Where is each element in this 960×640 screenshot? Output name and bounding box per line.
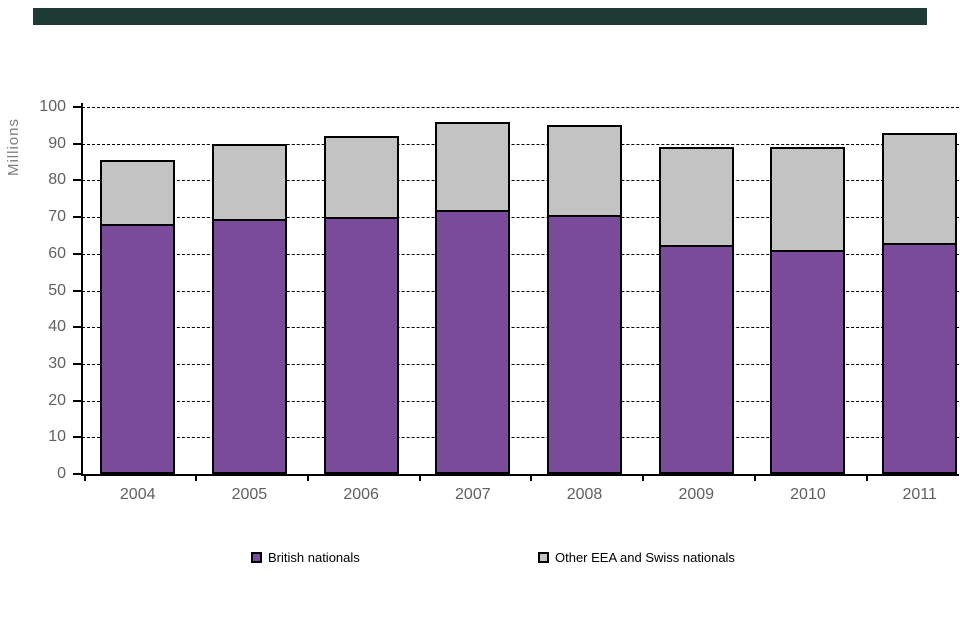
y-tick-label-30: 30 xyxy=(48,354,66,372)
legend-label-other-eea-swiss-nationals: Other EEA and Swiss nationals xyxy=(555,549,735,565)
y-tick-label-70: 70 xyxy=(48,208,66,226)
x-tick-0 xyxy=(83,474,86,481)
y-tick-label-100: 100 xyxy=(39,98,66,115)
gridline-50 xyxy=(82,290,959,292)
legend-swatch-other-eea-swiss-nationals-icon xyxy=(538,551,549,563)
y-tick-60 xyxy=(73,252,81,255)
y-axis-line xyxy=(81,103,83,476)
bar-2008-other-eea-swiss-nationals xyxy=(547,125,623,216)
gridline-80 xyxy=(82,180,959,182)
x-tick-label-2004: 2004 xyxy=(119,486,156,503)
bar-2007-british-nationals xyxy=(435,209,511,474)
bar-2004-other-eea-swiss-nationals xyxy=(100,160,176,225)
gridline-10 xyxy=(82,437,959,439)
y-tick-label-0: 0 xyxy=(57,465,66,482)
x-tick-1 xyxy=(195,474,198,481)
bar-2010-british-nationals xyxy=(770,250,846,474)
x-tick-4 xyxy=(530,474,533,481)
header-band xyxy=(33,8,927,25)
y-tick-20 xyxy=(73,399,81,402)
y-tick-90 xyxy=(73,142,81,145)
y-axis-title: Millions xyxy=(5,118,22,177)
x-tick-label-2006: 2006 xyxy=(343,486,379,503)
gridline-20 xyxy=(82,400,959,402)
x-tick-label-2008: 2008 xyxy=(566,486,603,503)
x-tick-label-2011: 2011 xyxy=(902,486,937,503)
gridline-70 xyxy=(82,217,959,219)
bar-2011-other-eea-swiss-nationals xyxy=(882,132,958,243)
bar-2009-other-eea-swiss-nationals xyxy=(658,147,734,245)
bar-2006-other-eea-swiss-nationals xyxy=(323,136,399,218)
x-axis-line xyxy=(81,474,959,476)
y-tick-0 xyxy=(73,473,81,475)
y-tick-label-50: 50 xyxy=(48,281,66,299)
y-tick-40 xyxy=(73,326,81,329)
y-tick-label-20: 20 xyxy=(48,391,66,409)
bar-2005-other-eea-swiss-nationals xyxy=(211,143,287,219)
gridline-40 xyxy=(82,327,959,329)
bar-2006-british-nationals xyxy=(323,217,399,474)
gridline-30 xyxy=(82,363,959,365)
legend-label-british-nationals: British nationals xyxy=(268,549,360,565)
y-tick-label-90: 90 xyxy=(48,134,66,152)
x-tick-label-2007: 2007 xyxy=(455,486,491,503)
gridline-90 xyxy=(82,143,959,145)
bar-2005-british-nationals xyxy=(211,218,287,474)
x-tick-6 xyxy=(753,474,756,481)
y-tick-label-40: 40 xyxy=(48,318,66,336)
x-tick-5 xyxy=(642,474,645,481)
x-tick-7 xyxy=(865,474,868,481)
bar-2007-other-eea-swiss-nationals xyxy=(435,121,511,210)
bar-2011-british-nationals xyxy=(882,242,958,474)
x-tick-2 xyxy=(307,474,310,481)
bar-2008-british-nationals xyxy=(547,215,623,474)
legend-item-british-nationals: British nationals xyxy=(251,549,360,565)
gridline-60 xyxy=(82,253,959,255)
y-tick-100 xyxy=(73,106,81,108)
x-tick-label-2009: 2009 xyxy=(678,486,715,503)
x-tick-label-2010: 2010 xyxy=(790,486,826,503)
bar-2010-other-eea-swiss-nationals xyxy=(770,147,846,251)
y-tick-label-10: 10 xyxy=(48,428,66,446)
y-tick-30 xyxy=(73,362,81,365)
gridline-100 xyxy=(82,107,959,108)
x-tick-3 xyxy=(418,474,421,481)
y-tick-80 xyxy=(73,179,81,182)
y-tick-label-80: 80 xyxy=(48,171,66,189)
bar-2004-british-nationals xyxy=(100,224,176,474)
bar-2009-british-nationals xyxy=(658,244,734,474)
legend-item-other-eea-swiss-nationals: Other EEA and Swiss nationals xyxy=(538,549,735,565)
x-tick-label-2005: 2005 xyxy=(231,486,268,503)
y-tick-70 xyxy=(73,216,81,219)
y-tick-10 xyxy=(73,436,81,439)
y-tick-50 xyxy=(73,289,81,292)
legend-swatch-british-nationals-icon xyxy=(251,551,262,563)
y-tick-label-60: 60 xyxy=(48,244,66,262)
